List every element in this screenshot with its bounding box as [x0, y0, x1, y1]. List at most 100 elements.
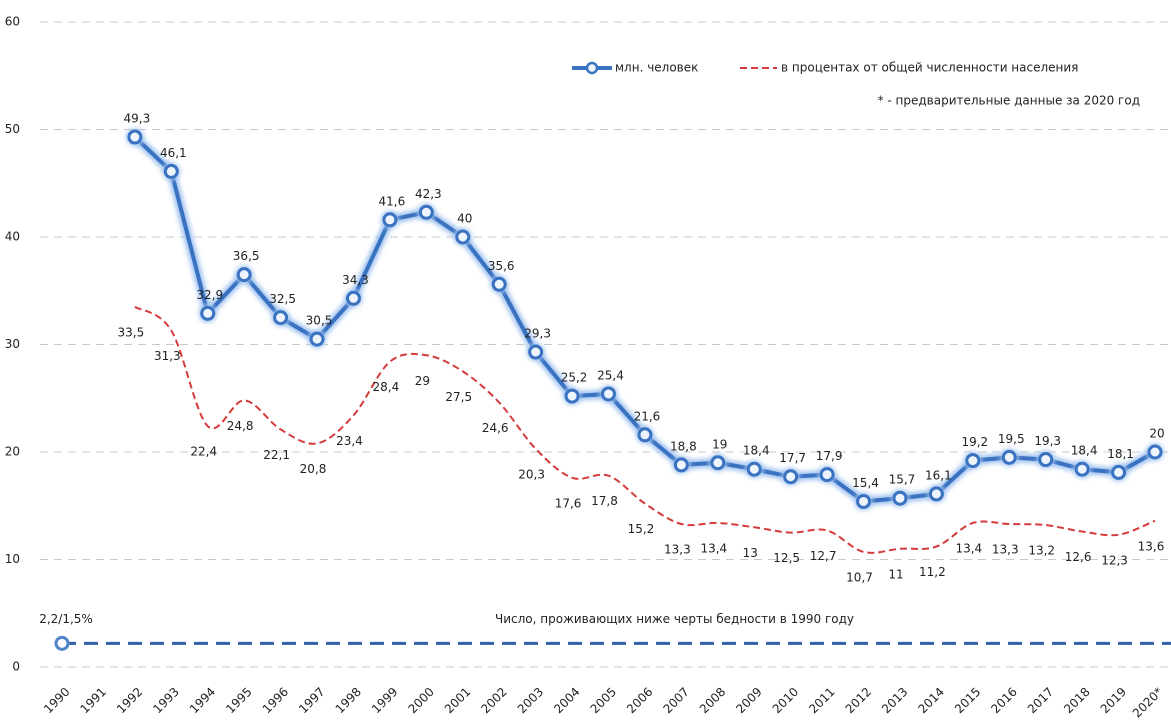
marker	[1038, 452, 1054, 468]
marker	[746, 461, 762, 477]
y-tick-label: 10	[5, 552, 20, 566]
marker	[965, 453, 981, 469]
x-tick-label: 2020*	[1130, 685, 1166, 721]
x-tick-label: 1999	[369, 685, 400, 716]
marker	[564, 388, 580, 404]
marker	[491, 276, 507, 292]
marker	[856, 493, 872, 509]
marker	[673, 457, 689, 473]
reference-marker	[54, 635, 70, 651]
x-tick-label: 2010	[770, 685, 801, 716]
marker	[127, 129, 143, 145]
y-tick-label: 30	[5, 337, 20, 351]
data-label: 20,3	[518, 467, 545, 481]
y-tick-label: 50	[5, 122, 20, 136]
data-label: 13,4	[700, 541, 727, 555]
x-tick-label: 1995	[223, 685, 254, 716]
data-label: 42,3	[415, 187, 442, 201]
x-tick-label: 2008	[697, 685, 728, 716]
marker	[418, 204, 434, 220]
marker	[783, 469, 799, 485]
data-label: 13,2	[1028, 544, 1055, 558]
x-tick-label: 2018	[1061, 685, 1092, 716]
data-label: 13,6	[1138, 539, 1165, 553]
series-line	[134, 305, 1156, 554]
x-tick-label: 2012	[843, 685, 874, 716]
x-tick-label: 2002	[478, 685, 509, 716]
x-tick-label: 2000	[405, 685, 436, 716]
data-label: 19,5	[998, 432, 1025, 446]
x-tick-label: 1991	[78, 685, 109, 716]
marker	[273, 310, 289, 326]
y-tick-label: 20	[5, 445, 20, 459]
marker	[200, 305, 216, 321]
note: * - предварительные данные за 2020 год	[878, 94, 1140, 108]
marker	[710, 455, 726, 471]
data-label: 12,7	[810, 549, 837, 563]
data-label: 12,6	[1065, 550, 1092, 564]
marker	[163, 163, 179, 179]
data-label: 12,5	[773, 551, 800, 565]
data-label: 31,3	[154, 349, 181, 363]
marker	[528, 344, 544, 360]
x-tick-label: 2013	[879, 685, 910, 716]
data-label: 34,3	[342, 273, 369, 287]
y-tick-label: 0	[12, 660, 20, 674]
reference-text: Число, проживающих ниже черты бедности в…	[495, 612, 854, 626]
data-label: 32,9	[196, 288, 223, 302]
data-label: 17,7	[779, 451, 806, 465]
data-label: 41,6	[379, 194, 406, 208]
data-label: 32,5	[269, 292, 296, 306]
marker	[1111, 464, 1127, 480]
data-label: 35,6	[488, 259, 515, 273]
marker	[309, 331, 325, 347]
y-tick-label: 40	[5, 230, 20, 244]
marker	[1001, 449, 1017, 465]
data-label: 21,6	[634, 409, 661, 423]
x-tick-label: 2004	[551, 685, 582, 716]
marker	[1147, 444, 1163, 460]
data-label: 15,4	[852, 476, 879, 490]
data-label: 22,1	[263, 448, 290, 462]
data-label: 19,3	[1034, 434, 1061, 448]
data-label: 19	[712, 437, 727, 451]
data-label: 18,8	[670, 439, 697, 453]
data-label: 29	[415, 374, 430, 388]
data-label: 13,3	[664, 543, 691, 557]
data-label: 11,2	[919, 565, 946, 579]
x-tick-label: 2019	[1098, 685, 1129, 716]
x-tick-label: 2003	[515, 685, 546, 716]
data-label: 33,5	[118, 325, 145, 339]
x-tick-label: 2017	[1025, 685, 1056, 716]
x-tick-label: 2014	[915, 685, 946, 716]
data-label: 15,7	[889, 473, 916, 487]
x-tick-label: 1998	[333, 685, 364, 716]
x-tick-label: 2015	[952, 685, 983, 716]
marker	[382, 212, 398, 228]
x-tick-label: 1993	[150, 685, 181, 716]
legend-label: в процентах от общей численности населен…	[781, 61, 1078, 75]
x-tick-label: 2001	[442, 685, 473, 716]
data-label: 13,4	[955, 541, 982, 555]
data-label: 29,3	[524, 327, 551, 341]
data-label: 16,1	[925, 468, 952, 482]
data-label: 49,3	[124, 112, 151, 126]
data-label: 23,4	[336, 434, 363, 448]
marker	[819, 467, 835, 483]
data-label: 13	[743, 546, 758, 560]
x-tick-label: 2006	[624, 685, 655, 716]
data-label: 25,2	[561, 371, 588, 385]
data-label: 20	[1149, 427, 1164, 441]
x-tick-label: 2011	[806, 685, 837, 716]
data-label: 11	[888, 567, 903, 581]
reference-label: 2,2/1,5%	[39, 612, 93, 626]
data-label: 24,6	[482, 421, 509, 435]
data-label: 10,7	[846, 570, 873, 584]
data-label: 22,4	[190, 445, 217, 459]
data-label: 17,6	[555, 496, 582, 510]
marker	[345, 290, 361, 306]
marker	[892, 490, 908, 506]
marker	[236, 267, 252, 283]
data-label: 18,4	[743, 444, 770, 458]
